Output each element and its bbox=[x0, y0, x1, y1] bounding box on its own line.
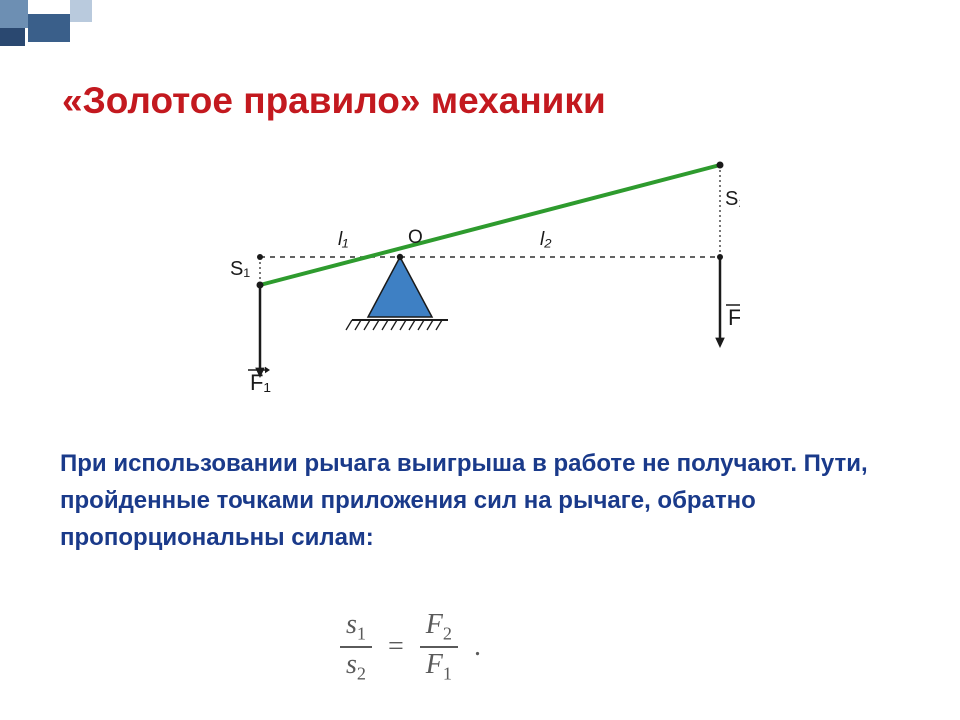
formula-right-fraction: F2 F1 bbox=[420, 610, 458, 683]
svg-text:F₂: F₂ bbox=[728, 305, 740, 330]
lever-diagram: F₁ F₂ S₁ S₂ l₁ l₂ O bbox=[220, 145, 740, 405]
body-paragraph: При использовании рычага выигрыша в рабо… bbox=[60, 445, 880, 557]
svg-text:l₁: l₁ bbox=[338, 229, 348, 250]
formula-equals: = bbox=[388, 631, 404, 663]
formula: s1 s2 = F2 F1 . bbox=[340, 610, 481, 683]
slide-title: «Золотое правило» механики bbox=[62, 80, 606, 122]
formula-left-fraction: s1 s2 bbox=[340, 610, 372, 683]
formula-period: . bbox=[474, 631, 481, 663]
svg-text:O: O bbox=[408, 227, 423, 248]
corner-decoration bbox=[0, 0, 200, 60]
svg-text:S₂: S₂ bbox=[725, 188, 740, 210]
svg-text:l₂: l₂ bbox=[540, 229, 552, 250]
svg-text:F₁: F₁ bbox=[250, 370, 271, 395]
svg-text:S₁: S₁ bbox=[230, 258, 250, 280]
